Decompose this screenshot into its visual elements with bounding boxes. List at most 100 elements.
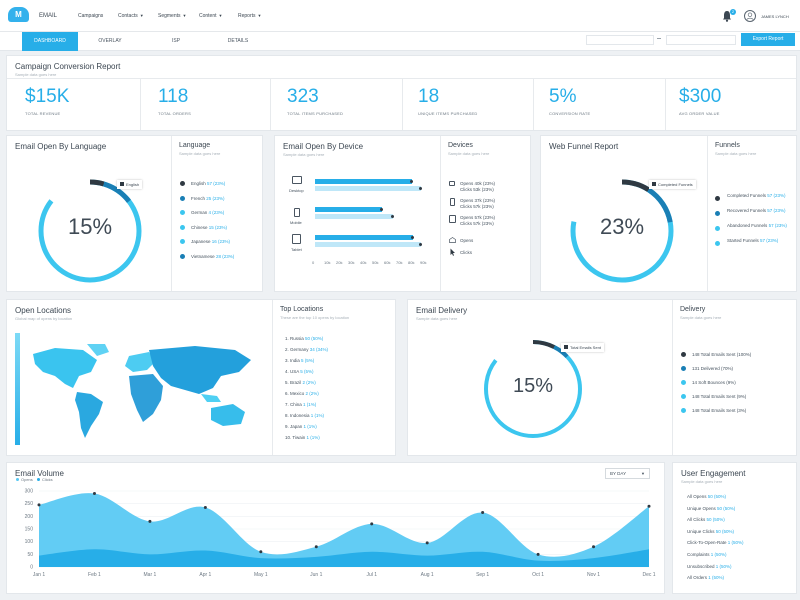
legend-swatch (120, 182, 124, 186)
engagement-item: Click-To-Open-Rate 1 (50%) (687, 540, 744, 545)
tab-isp[interactable]: ISP (171, 38, 181, 44)
device-bar[interactable] (315, 186, 421, 191)
nav-reports[interactable]: Reports ▼ (238, 13, 261, 19)
engagement-label: Unique Clicks (687, 528, 715, 534)
bar-end-marker (380, 208, 384, 211)
bell-icon[interactable] (722, 10, 732, 22)
location-name: 8. Indonesia (285, 413, 310, 418)
map-scale-bar (15, 333, 20, 445)
legend-label: Abandoned Funnels (727, 223, 768, 228)
device-clicks: Clicks 57k (23%) (460, 221, 494, 226)
nav-contacts[interactable]: Contacts ▼ (118, 13, 144, 19)
engagement-label: All Clicks (687, 517, 706, 523)
card-title: Web Funnel Report (549, 142, 619, 151)
device-bar[interactable] (315, 214, 393, 219)
x-tick-label: 0 (312, 260, 315, 265)
x-tick-label: 70k (396, 260, 403, 265)
donut-tooltip: Total Emails Sent (561, 343, 604, 352)
legend-item: 14 Soft Bounces (9%) (692, 380, 736, 385)
bar-label-tablet: Tablet (291, 247, 302, 252)
data-point (92, 492, 96, 496)
legend-swatch (564, 345, 568, 349)
delivery-donut-chart (484, 340, 582, 438)
legend-swatch (180, 195, 185, 201)
bar-label-mobile: Mobile (290, 220, 302, 225)
y-tick-label: 150 (25, 527, 34, 533)
legend-title: Delivery (680, 306, 706, 313)
divider (707, 136, 708, 291)
legend-item: Completed Funnels 57 (23%) (727, 193, 787, 198)
device-card: Email Open By Device Sample data goes he… (275, 136, 530, 291)
x-tick-label: 60k (384, 260, 391, 265)
device-bar[interactable] (315, 179, 413, 184)
donut-segment-dark (484, 340, 582, 438)
x-tick-label: Jul 1 (366, 572, 377, 578)
top-locations-subtitle: These are the top 10 opens by location (280, 315, 350, 320)
desktop-icon (292, 176, 302, 184)
caret-down-icon: ▼ (641, 471, 645, 476)
legend-swatch (681, 380, 686, 385)
donut-segment-dark (570, 179, 674, 283)
device-bar[interactable] (315, 242, 421, 247)
donut-tooltip: English (117, 180, 143, 189)
legend-label: 14 Soft Bounces (9%) (692, 380, 736, 385)
nav-campaigns[interactable]: Campaigns (78, 13, 103, 19)
location-item: 10. Tiwain 1 (1%) (285, 435, 320, 440)
data-point (37, 503, 41, 507)
legend-value: 15 (23%) (208, 224, 228, 230)
divider (7, 78, 796, 79)
engagement-item: Unique Opens 50 (50%) (687, 506, 735, 511)
legend-label: 148 Total Emails Sent (9%) (692, 394, 747, 399)
nav-content[interactable]: Content ▼ (199, 13, 222, 19)
kpi-avg-order-value: $300 (679, 86, 722, 107)
tablet-icon (449, 215, 456, 223)
location-value: 1 (1%) (303, 402, 317, 407)
engagement-item: Unsubscribed 1 (50%) (687, 564, 732, 569)
tab-overlay[interactable]: OVERLAY (98, 38, 122, 44)
divider (402, 78, 403, 130)
mail-open-icon (449, 237, 456, 243)
mobile-icon (450, 198, 455, 206)
device-bar[interactable] (315, 207, 383, 212)
location-name: 3. India (285, 358, 300, 363)
legend-value: 57 (23%) (768, 223, 787, 228)
legend-subtitle: Sample data goes here (448, 151, 490, 156)
card-title: Email Open By Device (283, 142, 364, 151)
nav-label: Content (199, 13, 217, 19)
device-bar[interactable] (315, 235, 414, 240)
kpi-total-orders: 118 (158, 86, 189, 107)
export-report-button[interactable]: Export Report (741, 33, 795, 46)
legend-item: Chinese 15 (23%) (191, 225, 227, 230)
bar-end-marker (410, 180, 414, 183)
legend-swatch (180, 181, 185, 186)
start-date-input[interactable] (586, 35, 654, 45)
legend-swatch (180, 224, 185, 230)
kpi-unique-items: 18 (418, 86, 440, 107)
volume-card: Email Volume Opens Clicks BY DAY ▼ 0 50 100… (7, 463, 664, 593)
x-tick-label: 90k (420, 260, 427, 265)
divider (533, 78, 534, 130)
device-opens: Opens 37k (23%) (460, 198, 496, 203)
legend-swatch (180, 253, 185, 259)
user-name[interactable]: JAMES LYNCH (761, 14, 789, 19)
legend-item: Vietnamese 28 (23%) (191, 254, 234, 259)
avatar-icon[interactable] (744, 10, 756, 22)
group-by-dropdown[interactable]: BY DAY ▼ (605, 468, 650, 479)
card-subtitle: Sample data goes here (416, 316, 458, 321)
location-item: 2. Germany 34 (34%) (285, 347, 328, 352)
bar-end-marker (418, 187, 422, 190)
map-region-australia (211, 404, 245, 426)
language-donut-chart (38, 179, 142, 283)
legend-title: Language (179, 142, 211, 149)
location-name: 5. Brazil (285, 380, 302, 385)
tooltip-label: English (126, 182, 140, 187)
end-date-input[interactable] (666, 35, 736, 45)
tab-dashboard[interactable]: DASHBOARD (22, 32, 78, 51)
cloud-logo-icon[interactable]: M (8, 7, 29, 22)
notification-badge: 2 (730, 9, 736, 15)
engagement-item: All Clicks 50 (50%) (687, 517, 725, 522)
kpi-label: TOTAL ORDERS (158, 111, 191, 116)
donut-percentage: 15% (67, 214, 113, 239)
nav-segments[interactable]: Segments ▼ (158, 13, 186, 19)
tab-details[interactable]: DETAILS (227, 38, 249, 44)
